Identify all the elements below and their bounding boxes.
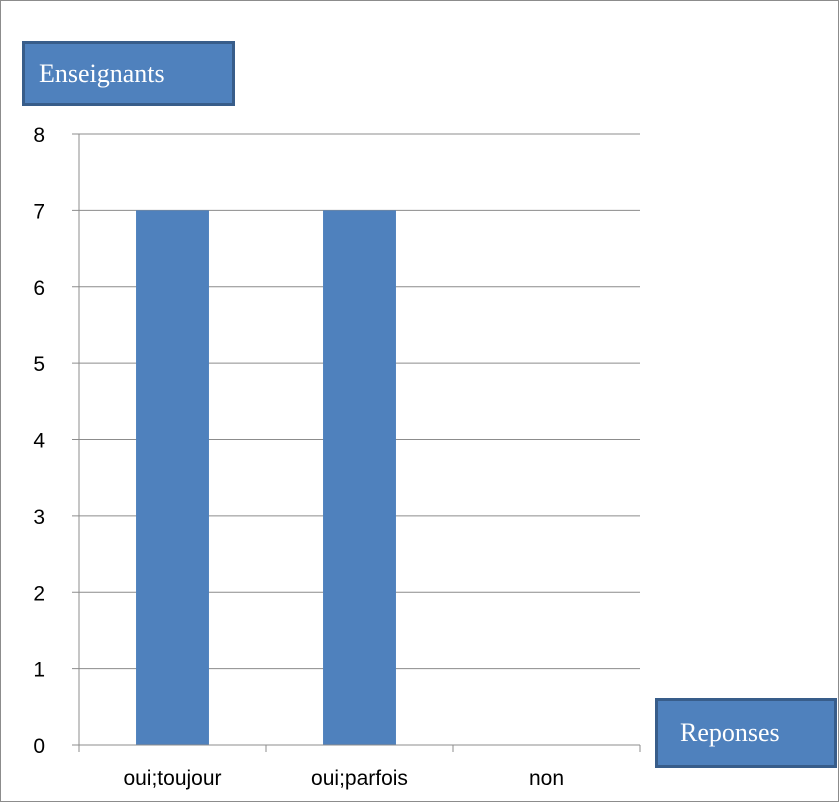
- y-tick-label: 1: [33, 659, 45, 682]
- y-axis-label: Enseignants: [22, 41, 235, 106]
- y-tick-label: 7: [33, 200, 45, 223]
- bar-1: [323, 210, 396, 745]
- y-tick-label: 5: [33, 353, 45, 376]
- y-tick-label: 3: [33, 506, 45, 529]
- y-tick-label: 8: [33, 124, 45, 147]
- x-axis-label: Reponses: [655, 698, 837, 768]
- axes: [72, 133, 641, 752]
- bar-0: [136, 210, 209, 745]
- y-tick-label: 4: [33, 430, 45, 453]
- bars: [136, 210, 396, 745]
- x-tick-label: oui;parfois: [311, 767, 408, 790]
- x-tick-label: non: [529, 767, 564, 790]
- y-tick-label: 0: [33, 735, 45, 758]
- y-tick-labels: 0 1 2 3 4 5 6 7 8: [33, 124, 45, 758]
- y-tick-label: 6: [33, 277, 45, 300]
- x-tick-labels: oui;toujour oui;parfois non: [123, 767, 564, 790]
- y-tick-label: 2: [33, 582, 45, 605]
- x-tick-label: oui;toujour: [123, 767, 221, 790]
